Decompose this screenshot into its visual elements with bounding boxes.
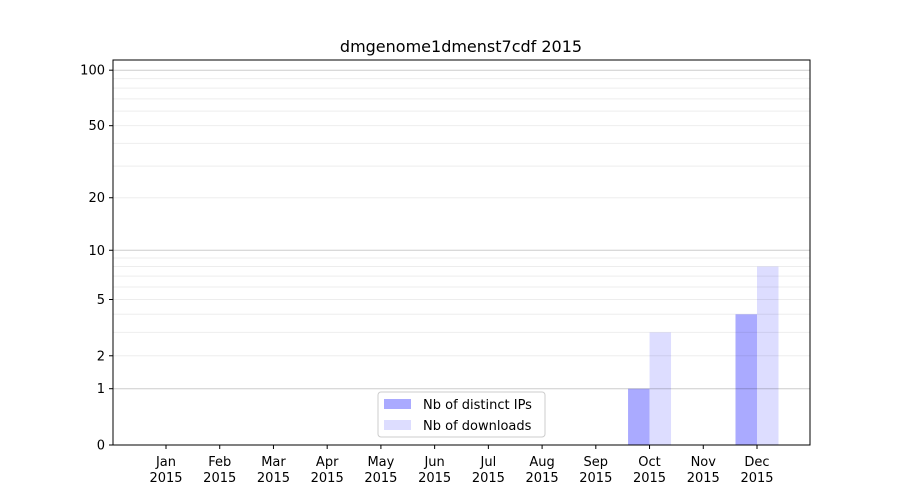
x-tick-label: Feb 2015 xyxy=(203,455,236,486)
legend-swatch xyxy=(384,399,411,409)
x-tick-label: Dec 2015 xyxy=(740,455,773,486)
x-tick-label: Nov 2015 xyxy=(687,455,720,486)
x-tick-label: Jan 2015 xyxy=(149,455,182,486)
x-tick-label: Oct 2015 xyxy=(633,455,666,486)
x-tick-label: Jul 2015 xyxy=(472,455,505,486)
legend-label: Nb of downloads xyxy=(423,419,532,434)
x-tick-label: May 2015 xyxy=(364,455,397,486)
y-tick-label: 20 xyxy=(88,191,105,206)
y-tick-label: 5 xyxy=(97,293,105,308)
x-tick-label: Sep 2015 xyxy=(579,455,612,486)
bar-distinct-ips xyxy=(735,314,757,445)
x-tick-label: Aug 2015 xyxy=(526,455,559,486)
y-tick-label: 1 xyxy=(97,382,105,397)
y-tick-label: 0 xyxy=(97,439,105,454)
legend: Nb of distinct IPs Nb of downloads xyxy=(377,391,546,438)
bar-downloads xyxy=(649,332,672,445)
bar-distinct-ips xyxy=(628,388,650,445)
y-tick-label: 2 xyxy=(97,349,105,364)
chart-title: dmgenome1dmenst7cdf 2015 xyxy=(340,37,582,56)
y-tick-label: 50 xyxy=(88,119,105,134)
legend-label: Nb of distinct IPs xyxy=(423,398,532,413)
x-tick-label: Jun 2015 xyxy=(418,455,451,486)
y-tick-label: 100 xyxy=(80,64,105,79)
legend-swatch xyxy=(384,420,411,430)
legend-box xyxy=(377,391,546,438)
y-tick-label: 10 xyxy=(88,244,105,259)
x-tick-label: Apr 2015 xyxy=(311,455,344,486)
bar-downloads xyxy=(757,266,779,445)
x-tick-label: Mar 2015 xyxy=(257,455,290,486)
plot-area-frame xyxy=(112,59,811,446)
